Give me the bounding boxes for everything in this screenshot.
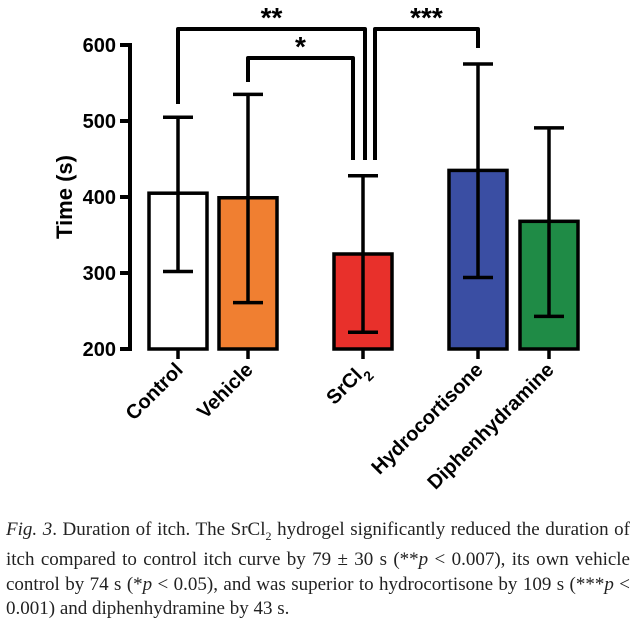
figure-caption: Fig. 3. Duration of itch. The SrCl2 hydr…	[6, 518, 630, 622]
significance-bracket	[176, 27, 367, 160]
caption-p-2: p	[142, 573, 153, 595]
y-tick-label: 400	[83, 187, 116, 209]
caption-text-2: hydrogel significantly reduced the durat…	[6, 519, 630, 571]
significance-bracket	[246, 56, 355, 160]
y-axis-label: Time (s)	[52, 155, 77, 239]
x-tick-labels: Control Vehicle SrCl2HydrocortisoneDiphenh…	[122, 349, 559, 494]
significance-brackets: ******	[176, 2, 480, 160]
caption-p-1: p	[418, 549, 429, 571]
significance-label: *	[295, 31, 306, 62]
significance-label: ***	[410, 2, 443, 33]
caption-text-5: < 0.001) and diphenhydramine by 43 s.	[6, 573, 630, 620]
caption-text-3: < 0.007), its own vehicle control by 74 …	[6, 549, 630, 595]
y-tick-label: 600	[83, 35, 116, 57]
y-tick-label: 200	[83, 339, 116, 361]
caption-text-4: < 0.05), and was superior to hydrocortis…	[152, 573, 605, 595]
x-tick-label-subscript: 2	[360, 367, 377, 384]
x-tick-label: Diphenhydramine	[424, 359, 559, 494]
x-tick-label: Vehicle	[193, 359, 257, 423]
caption-p-3: p	[604, 573, 614, 595]
significance-label: **	[261, 2, 283, 33]
caption-text-1: . Duration of itch. The SrCl	[52, 519, 266, 540]
x-tick-label: SrCl2	[322, 359, 377, 414]
caption-label: Fig. 3	[6, 519, 53, 540]
y-tick-label: 500	[83, 111, 116, 133]
x-tick-label: Control	[122, 359, 188, 425]
caption-subscript: 2	[265, 528, 272, 543]
y-tick-label: 300	[83, 263, 116, 285]
significance-bracket	[373, 27, 480, 160]
y-axis: 200 300 400 500 600	[83, 35, 132, 361]
error-bars	[163, 62, 564, 335]
